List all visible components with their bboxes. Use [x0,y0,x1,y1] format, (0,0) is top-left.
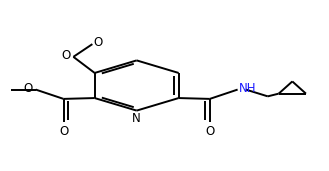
Text: O: O [62,49,71,62]
Text: O: O [59,125,68,138]
Text: O: O [205,125,215,138]
Text: NH: NH [239,82,256,95]
Text: N: N [132,112,141,125]
Text: O: O [24,82,33,95]
Text: O: O [94,36,103,49]
